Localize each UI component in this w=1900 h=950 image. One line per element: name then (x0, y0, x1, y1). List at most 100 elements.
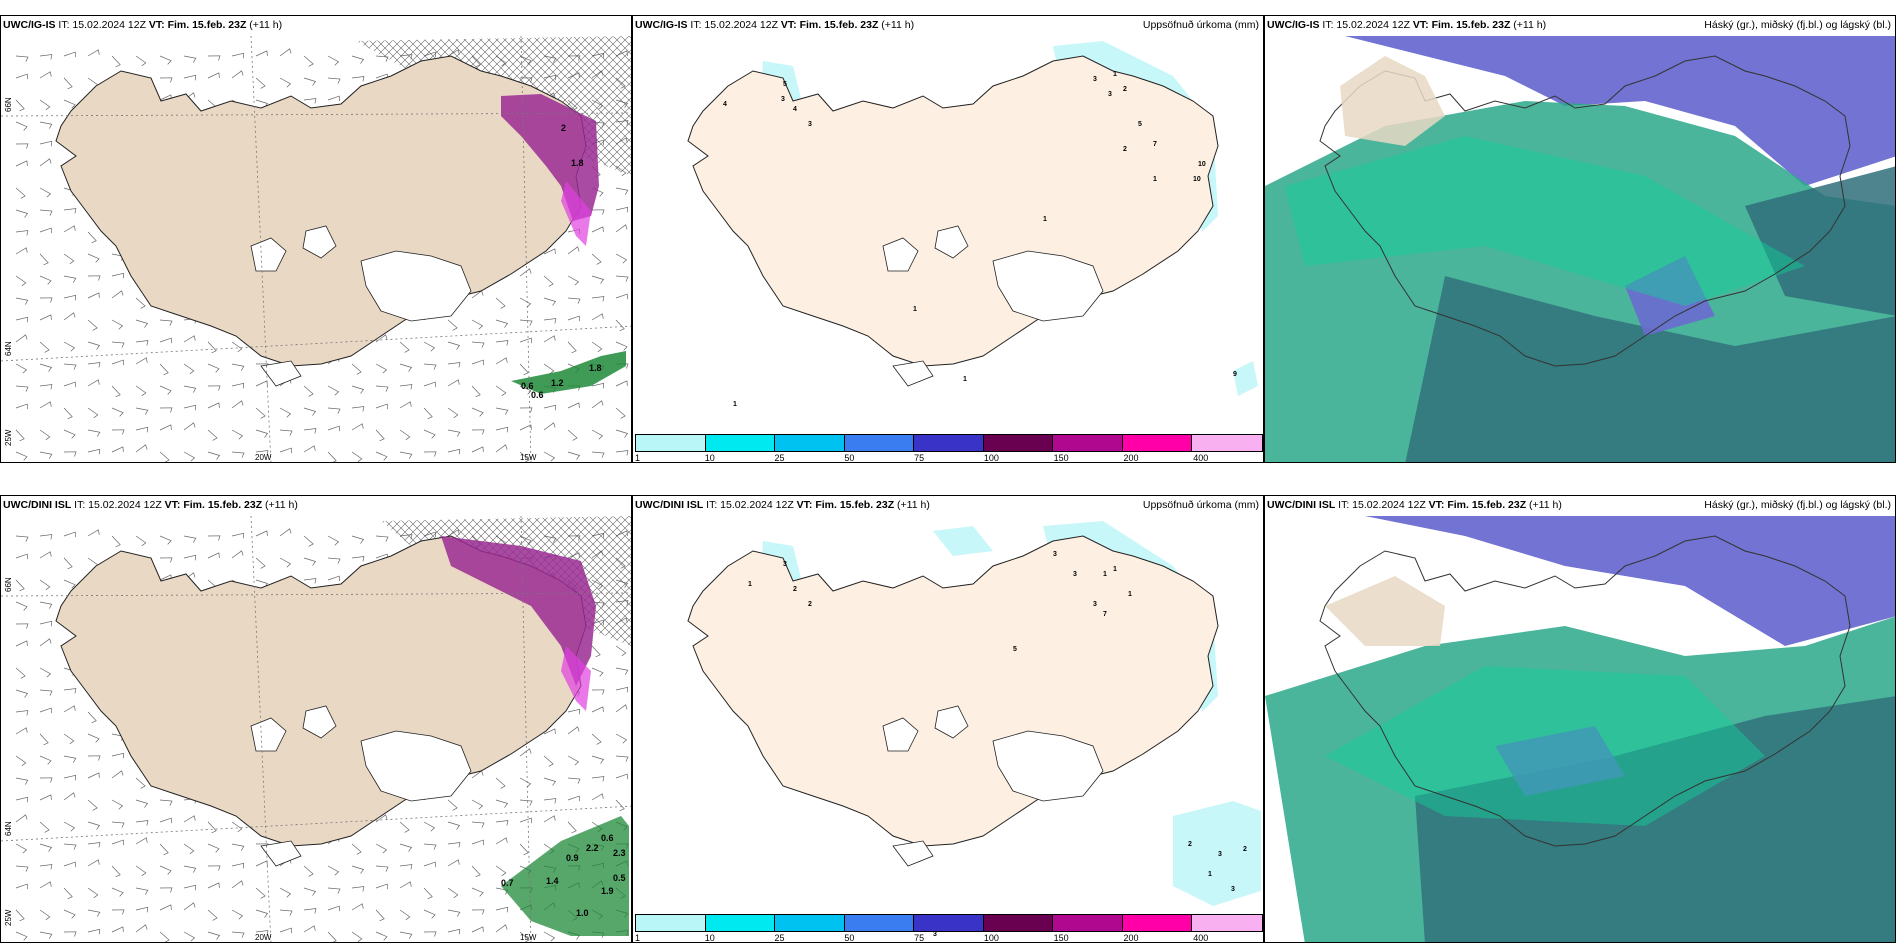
wind-barb (63, 341, 76, 352)
wind-barb (15, 710, 29, 716)
wind-barb (231, 382, 245, 389)
wind-barb (231, 400, 244, 409)
wind-barb (591, 275, 605, 284)
wind-barb (15, 403, 28, 410)
colorbar-tick-label: 200 (1123, 453, 1139, 463)
wind-barb (375, 429, 385, 442)
wind-barb (591, 296, 605, 302)
wind-barb (375, 909, 385, 922)
wind-barb (399, 401, 412, 409)
wind-barb (351, 363, 362, 375)
wind-barb (351, 55, 365, 64)
wind-barb (327, 887, 341, 894)
lon-label-15w: 15W (520, 933, 537, 942)
wind-barb (15, 121, 28, 131)
glacier-2 (250, 237, 287, 272)
wind-barb (495, 319, 509, 328)
precip-value-label: 3 (1053, 551, 1057, 558)
lon-label-20w: 20W (255, 933, 272, 942)
cloud-green-streak (1285, 136, 1805, 306)
valid-time-label: VT: (780, 19, 797, 31)
wind-barb (207, 821, 217, 834)
glacier-4 (892, 840, 934, 867)
wind-barb (543, 404, 557, 411)
wind-barb (471, 926, 484, 933)
wind-barb (351, 843, 362, 855)
wind-barb (39, 341, 50, 353)
init-time: IT: 15.02.2024 12Z (1322, 19, 1410, 31)
panel-header: UWC/IG-IS IT: 15.02.2024 12Z VT: Fim. 15… (3, 19, 282, 31)
lon-label-15w: 15W (520, 453, 537, 462)
wind-barb (231, 862, 245, 869)
wind-barb (495, 799, 509, 808)
wind-barb (15, 777, 29, 785)
wind-barb (39, 158, 52, 167)
wind-barb (591, 451, 605, 458)
wind-barb (183, 335, 196, 343)
wind-barb (39, 275, 52, 285)
wind-barb (471, 385, 481, 398)
wind-barb (375, 451, 388, 461)
wind-barb (303, 77, 317, 86)
wind-barb (303, 98, 317, 104)
precip-value-label: 1 (1043, 216, 1047, 223)
wind-barb (231, 341, 243, 353)
precip-value-label: 1 (748, 581, 752, 588)
wind-barb (63, 51, 76, 58)
wind-barb (63, 407, 73, 420)
wind-barb (519, 385, 532, 395)
wind-barb (399, 843, 413, 852)
valid-time: Fim. 15.feb. 23Z (1447, 499, 1527, 511)
wind-barb (135, 297, 146, 309)
cloud-cover-map (1265, 496, 1895, 942)
wind-barb (87, 49, 100, 57)
wind-barb (447, 448, 461, 455)
wind-barb (87, 529, 100, 537)
precip-east-coast (441, 536, 596, 686)
precip-value-label: 1.9 (601, 886, 614, 896)
wind-barb (87, 341, 101, 350)
wind-barb (39, 620, 53, 627)
lead-time: (+11 h) (1529, 499, 1562, 511)
wind-barb (111, 359, 124, 366)
precip-value-label: 3 (808, 121, 812, 128)
wind-barb (351, 865, 365, 874)
wind-barb (39, 689, 53, 696)
precip-value-label: 3 (1231, 886, 1235, 893)
wind-barb (447, 821, 461, 830)
precip-value-label: 4 (793, 106, 797, 113)
wind-barb (183, 363, 195, 375)
precip-sea-green (501, 816, 629, 936)
wind-barb (591, 755, 605, 764)
wind-barb (591, 253, 602, 265)
wind-barb (303, 865, 314, 877)
wind-barb (591, 733, 602, 745)
wind-barb (567, 708, 581, 715)
wind-barb (159, 817, 172, 824)
wind-barb (423, 381, 436, 388)
wind-barb (87, 909, 101, 917)
glacier-1 (360, 730, 472, 802)
cloud-green-streak (1325, 666, 1765, 826)
wind-barb (87, 733, 100, 743)
precip-value-label: 3 (1093, 76, 1097, 83)
colorbar-swatch (914, 435, 984, 451)
precip-value-label: 1.8 (589, 363, 602, 373)
wind-barb (39, 931, 53, 939)
wind-barb (471, 407, 484, 417)
wind-barb (63, 208, 77, 214)
wind-barb (183, 931, 196, 942)
precip-value-label: 2 (793, 586, 797, 593)
wind-barb (159, 319, 173, 326)
wind-barb (183, 815, 196, 823)
wind-barb (615, 380, 628, 387)
wind-barb (615, 275, 629, 282)
wind-barb (207, 341, 217, 354)
wind-barb (231, 70, 244, 79)
wind-barb (39, 534, 53, 540)
precip-value-label: 2 (808, 601, 812, 608)
precip-value-label: 3 (1218, 851, 1222, 858)
wind-barb (15, 667, 26, 679)
wind-barb (591, 400, 604, 409)
